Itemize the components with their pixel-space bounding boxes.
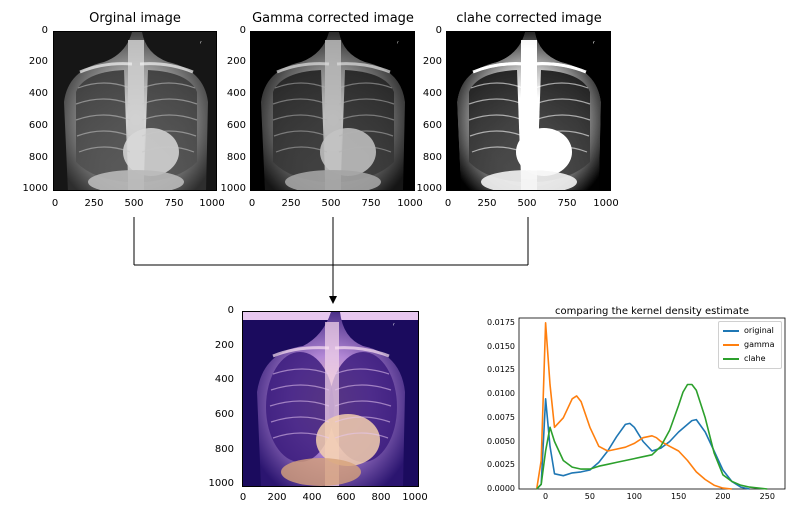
xtick: 500 xyxy=(517,198,537,209)
ytick: 0 xyxy=(41,25,48,36)
kde-ytick: 0.0000 xyxy=(487,484,515,493)
ytick: 1000 xyxy=(208,478,234,489)
ytick: 0 xyxy=(239,25,246,36)
panel-title-gamma: Gamma corrected image xyxy=(252,11,414,26)
ytick: 600 xyxy=(422,120,442,131)
kde-ytick: 0.0150 xyxy=(487,341,515,351)
ytick: 400 xyxy=(226,88,246,99)
xtick: 1000 xyxy=(402,492,428,503)
legend-label: original xyxy=(744,326,774,335)
xtick: 1000 xyxy=(199,198,225,209)
xtick: 0 xyxy=(239,492,247,503)
ytick: 600 xyxy=(28,120,48,131)
ytick: 400 xyxy=(214,374,234,385)
xtick: 200 xyxy=(267,492,287,503)
xtick: 400 xyxy=(302,492,322,503)
ytick: 600 xyxy=(214,409,234,420)
kde-line-clahe xyxy=(536,383,768,490)
legend-item-original: original xyxy=(723,326,774,335)
xtick: 800 xyxy=(371,492,391,503)
ytick: 200 xyxy=(28,56,48,67)
ytick: 0 xyxy=(435,25,442,36)
legend-swatch xyxy=(723,329,739,332)
kde-xtick: 0 xyxy=(543,492,549,501)
panel-title-original: Orginal image xyxy=(89,11,181,26)
ytick: 600 xyxy=(226,120,246,131)
kde-xtick: 100 xyxy=(626,492,642,501)
kde-ytick: 0.0100 xyxy=(487,389,515,398)
panel-title-clahe: clahe corrected image xyxy=(456,11,602,26)
xray-image-gamma xyxy=(250,31,415,191)
xtick: 1000 xyxy=(397,198,423,209)
xtick: 600 xyxy=(336,492,356,503)
kde-ytick: 0.0050 xyxy=(487,436,515,446)
xtick: 250 xyxy=(281,198,301,209)
kde-xtick: 50 xyxy=(584,492,595,501)
xtick: 500 xyxy=(321,198,341,209)
xtick: 0 xyxy=(51,198,59,209)
ytick: 200 xyxy=(422,56,442,67)
kde-ytick: 0.0025 xyxy=(487,460,515,470)
legend-swatch xyxy=(723,357,739,360)
legend-item-gamma: gamma xyxy=(723,340,774,349)
kde-xtick: 200 xyxy=(715,492,731,501)
ytick: 800 xyxy=(226,152,246,163)
xtick: 750 xyxy=(557,198,577,209)
kde-plot-frame xyxy=(518,317,786,490)
xtick: 750 xyxy=(361,198,381,209)
xray-fused-svg: ʳ xyxy=(243,312,418,486)
kde-ytick: 0.0075 xyxy=(487,412,515,422)
kde-ytick: 0.0175 xyxy=(487,317,515,327)
kde-legend: original gamma clahe xyxy=(718,321,782,369)
legend-label: clahe xyxy=(744,354,766,363)
ytick: 200 xyxy=(226,56,246,67)
xtick: 750 xyxy=(164,198,184,209)
ytick: 800 xyxy=(214,444,234,455)
xray-image-original xyxy=(53,31,217,191)
xray-image-fused: ʳ xyxy=(242,311,419,487)
xtick: 250 xyxy=(84,198,104,209)
xray-image-clahe xyxy=(446,31,611,191)
xtick: 0 xyxy=(248,198,256,209)
xtick: 0 xyxy=(444,198,452,209)
xtick: 250 xyxy=(477,198,497,209)
legend-label: gamma xyxy=(744,340,775,349)
ytick: 1000 xyxy=(416,183,442,194)
kde-line-original xyxy=(536,398,750,490)
kde-ytick: 0.0125 xyxy=(487,365,515,375)
ytick: 1000 xyxy=(220,183,246,194)
kde-chart-title: comparing the kernel density estimate xyxy=(555,306,749,317)
ytick: 400 xyxy=(422,88,442,99)
legend-swatch xyxy=(723,343,739,346)
xtick: 500 xyxy=(124,198,144,209)
ytick: 200 xyxy=(214,340,234,351)
kde-line-gamma xyxy=(535,322,732,490)
svg-text:ʳ: ʳ xyxy=(393,322,395,330)
ytick: 1000 xyxy=(22,183,48,194)
ytick: 800 xyxy=(28,152,48,163)
ytick: 400 xyxy=(28,88,48,99)
ytick: 0 xyxy=(227,305,234,316)
legend-item-clahe: clahe xyxy=(723,354,766,363)
xtick: 1000 xyxy=(593,198,619,209)
ytick: 800 xyxy=(422,152,442,163)
kde-xtick: 150 xyxy=(670,492,687,501)
kde-xtick: 250 xyxy=(759,492,775,501)
